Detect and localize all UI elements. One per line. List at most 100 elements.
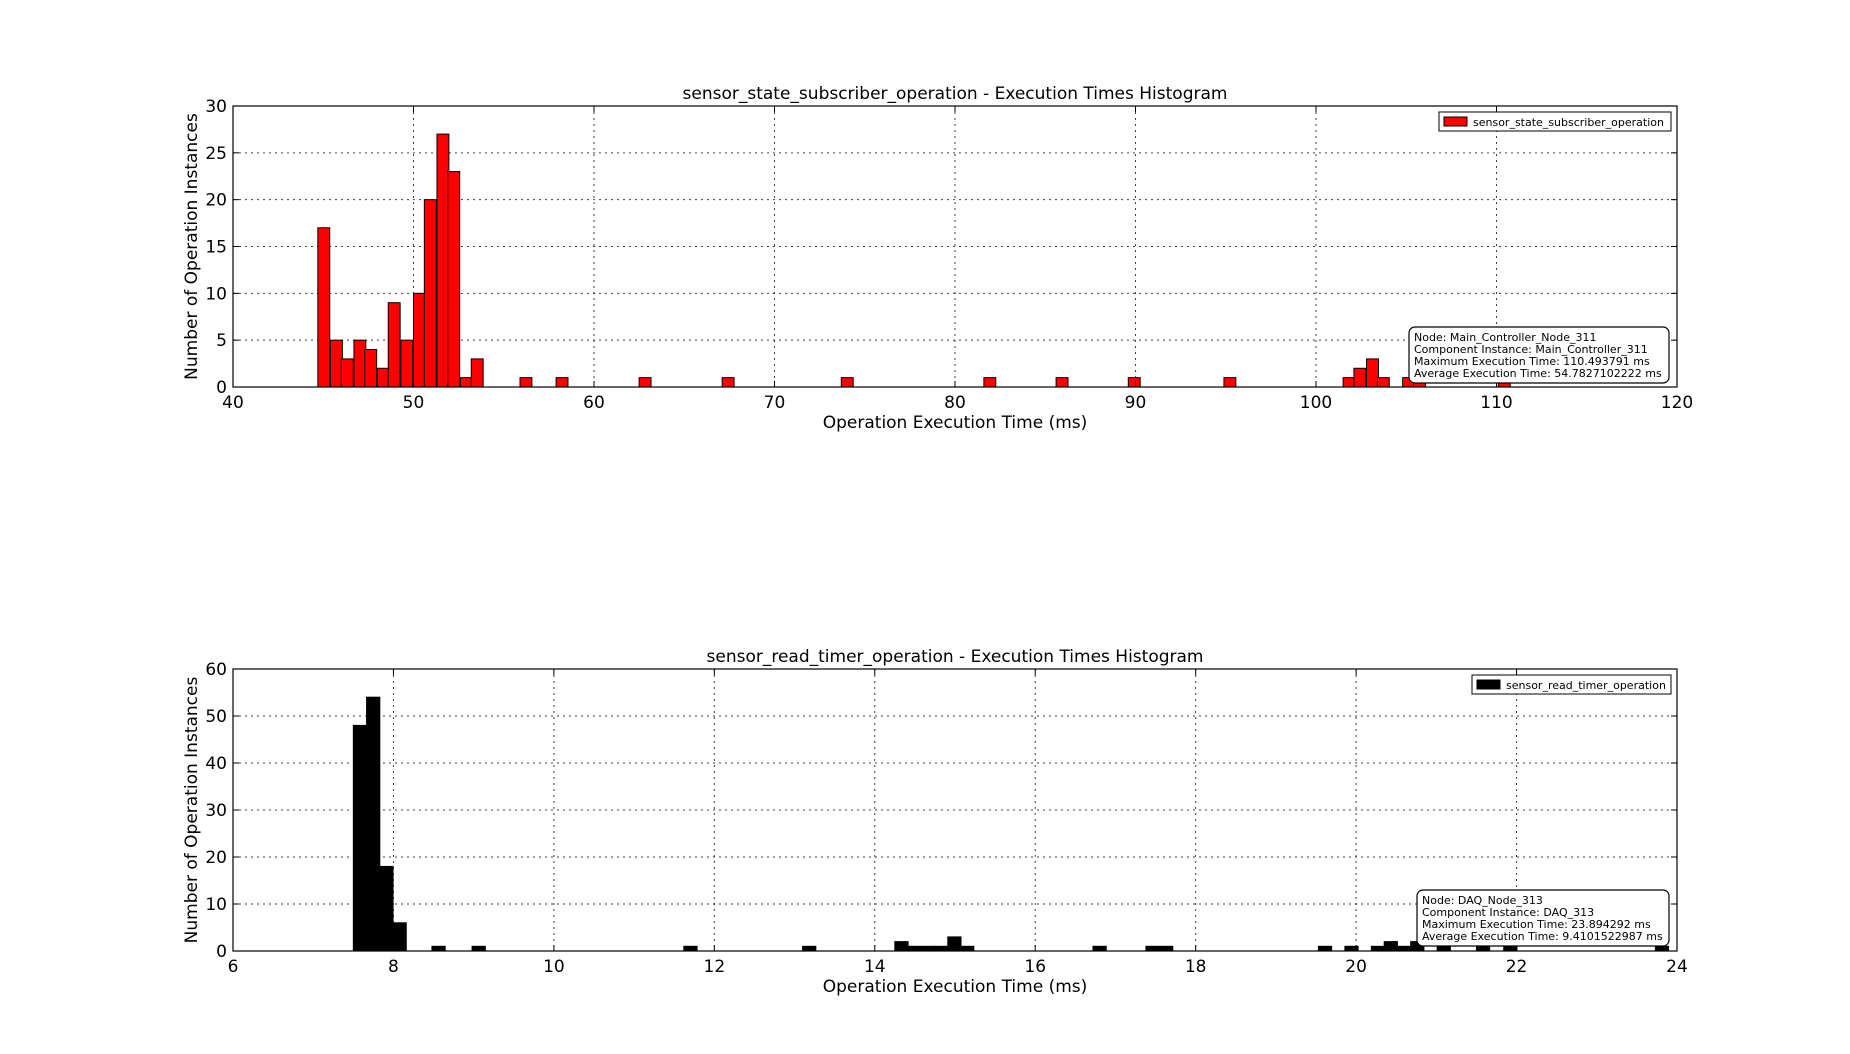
y-tick-label: 60	[205, 660, 227, 680]
x-tick-label: 120	[1661, 393, 1693, 413]
y-tick-label: 25	[205, 144, 227, 164]
chart-panel-1: 40 50 60 70 80 90 100 110 120 0 5 10 15 20 25 30 sensor_…	[182, 84, 1693, 433]
histogram-bar	[436, 133, 450, 388]
x-tick-label: 22	[1506, 957, 1528, 977]
x-tick-label: 20	[1345, 957, 1367, 977]
info-line: Component Instance: Main_Controller_311	[1414, 343, 1648, 356]
x-axis-label: Operation Execution Time (ms)	[823, 413, 1088, 433]
histogram-bar	[840, 377, 854, 388]
x-tick-label: 16	[1024, 957, 1046, 977]
legend-label: sensor_state_subscriber_operation	[1473, 116, 1664, 129]
histogram-bar	[1654, 945, 1670, 952]
x-tick-label: 50	[403, 393, 425, 413]
x-tick-label: 100	[1300, 393, 1332, 413]
chart-title: sensor_read_timer_operation - Execution …	[707, 647, 1204, 667]
histogram-bar	[983, 377, 997, 388]
histogram-bar	[392, 922, 407, 952]
x-tick-label: 60	[583, 393, 605, 413]
histogram-bar	[1503, 945, 1518, 952]
y-tick-label: 5	[216, 331, 227, 351]
histogram-bar	[519, 377, 533, 388]
y-axis-label: Number of Operation Instances	[182, 677, 202, 944]
x-tick-label: 90	[1125, 393, 1147, 413]
y-tick-label: 40	[205, 754, 227, 774]
legend: sensor_state_subscriber_operation	[1438, 111, 1672, 132]
x-tick-label: 80	[944, 393, 966, 413]
legend-label: sensor_read_timer_operation	[1506, 679, 1666, 692]
histogram-bar	[431, 945, 446, 952]
x-axis-label: Operation Execution Time (ms)	[823, 977, 1088, 997]
x-tick-label: 40	[222, 393, 244, 413]
histogram-bar	[1342, 377, 1356, 388]
x-tick-label: 70	[764, 393, 786, 413]
histogram-bar	[400, 339, 414, 388]
histogram-bar	[1383, 941, 1398, 952]
info-annotation: Node: Main_Controller_Node_311Component …	[1408, 326, 1670, 384]
chart-title: sensor_state_subscriber_operation - Exec…	[683, 84, 1228, 104]
histogram-bar	[470, 358, 484, 388]
info-line: Node: DAQ_Node_313	[1422, 894, 1543, 907]
histogram-bar	[423, 199, 437, 388]
histogram-bar	[340, 358, 354, 388]
x-tick-label: 6	[228, 957, 239, 977]
info-line: Component Instance: DAQ_313	[1422, 906, 1594, 919]
x-tick-label: 10	[543, 957, 565, 977]
histogram-bar	[1127, 377, 1141, 388]
histogram-bar	[1055, 377, 1069, 388]
x-tick-label: 24	[1666, 957, 1688, 977]
info-line: Maximum Execution Time: 110.493791 ms	[1414, 355, 1650, 368]
y-tick-label: 30	[205, 801, 227, 821]
histogram-bar	[802, 945, 817, 952]
x-tick-label: 12	[704, 957, 726, 977]
histogram-bar	[364, 349, 378, 388]
chart-panel-2: 6 8 10 12 14 16 18 20 22 24 0 10 20 30 40 50 60 sensor_re…	[182, 647, 1688, 997]
legend-swatch	[1476, 679, 1501, 690]
y-tick-label: 0	[216, 942, 227, 962]
histogram-bar	[555, 377, 569, 388]
histogram-bar	[1475, 945, 1491, 952]
histogram-bar	[947, 936, 962, 952]
histogram-bar	[894, 941, 909, 952]
legend-box	[1438, 111, 1672, 132]
info-line: Node: Main_Controller_Node_311	[1414, 331, 1596, 344]
histogram-bar	[376, 367, 390, 388]
y-axis-label: Number of Operation Instances	[182, 113, 202, 380]
histogram-bar	[353, 339, 367, 388]
y-tick-label: 10	[205, 284, 227, 304]
histogram-bar	[1223, 377, 1237, 388]
histogram-bar	[471, 945, 486, 952]
info-line: Maximum Execution Time: 23.894292 ms	[1422, 918, 1651, 931]
histogram-bar	[920, 945, 936, 952]
histogram-bar	[1145, 945, 1160, 952]
histogram-bar	[317, 227, 331, 388]
histogram-bar	[1376, 377, 1390, 388]
histogram-bar	[907, 945, 922, 952]
histogram-bar	[933, 945, 948, 952]
histogram-bar	[638, 377, 652, 388]
histogram-bar	[379, 865, 394, 952]
histogram-bar	[721, 377, 735, 388]
legend-box	[1471, 674, 1672, 695]
histogram-bar	[1317, 945, 1333, 952]
histogram-bar	[447, 171, 461, 388]
histogram-bar	[683, 945, 698, 952]
y-tick-label: 20	[205, 191, 227, 211]
histogram-bar	[413, 292, 426, 388]
y-tick-label: 20	[205, 848, 227, 868]
y-tick-label: 15	[205, 238, 227, 258]
info-box	[1416, 889, 1670, 947]
histogram-bar	[1370, 945, 1386, 952]
info-line: Average Execution Time: 9.4101522987 ms	[1422, 930, 1663, 943]
legend-swatch	[1443, 116, 1468, 127]
y-tick-label: 10	[205, 895, 227, 915]
histogram-bar	[459, 377, 473, 388]
histogram-bar	[1436, 945, 1451, 952]
histogram-bar	[960, 945, 975, 952]
histogram-bar	[1366, 358, 1379, 388]
histogram-bar	[1353, 367, 1367, 388]
histogram-bar	[387, 302, 401, 388]
y-tick-label: 30	[205, 97, 227, 117]
histogram-bar	[1397, 945, 1412, 952]
